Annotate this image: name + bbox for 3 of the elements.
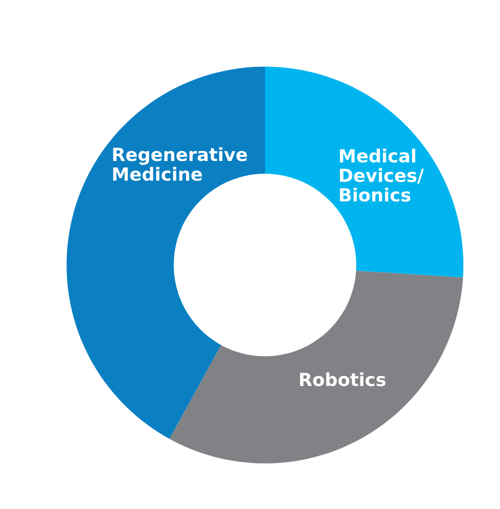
slice-label: Robotics xyxy=(300,372,386,386)
slice-label: Medical Devices/ Bionics xyxy=(340,148,424,202)
slice-label: Regenerative Medicine xyxy=(113,147,247,181)
